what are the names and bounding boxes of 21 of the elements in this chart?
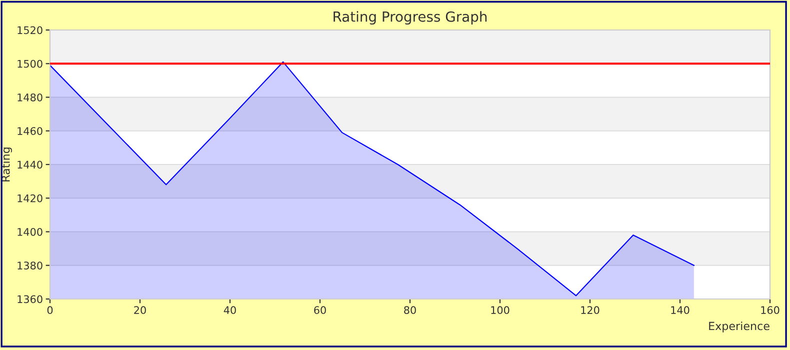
y-tick-label: 1460: [18, 127, 42, 135]
y-tick-label: 1500: [18, 60, 42, 68]
x-tick-label: 160: [761, 306, 780, 314]
y-tick-label: 1440: [18, 160, 42, 169]
y-tick-label: 1420: [18, 194, 42, 202]
y-tick-label: 1480: [18, 93, 42, 102]
chart-title: Rating Progress Graph: [334, 11, 487, 25]
y-tick-label: 1380: [18, 262, 42, 270]
y-tick-label: 1520: [18, 26, 42, 34]
x-tick-label: 120: [581, 306, 600, 314]
x-tick-label: 80: [404, 306, 416, 314]
x-tick-label: 140: [671, 306, 690, 314]
x-tick-label: 0: [47, 306, 53, 314]
x-tick-label: 20: [134, 306, 146, 314]
y-tick-label: 1360: [18, 295, 42, 304]
x-axis-title: Experience: [709, 322, 770, 332]
x-tick-label: 60: [314, 306, 326, 314]
x-tick-label: 100: [491, 306, 510, 314]
x-tick-label: 40: [224, 306, 236, 314]
y-tick-label: 1400: [18, 228, 42, 236]
y-axis-title: Rating: [1, 148, 12, 182]
